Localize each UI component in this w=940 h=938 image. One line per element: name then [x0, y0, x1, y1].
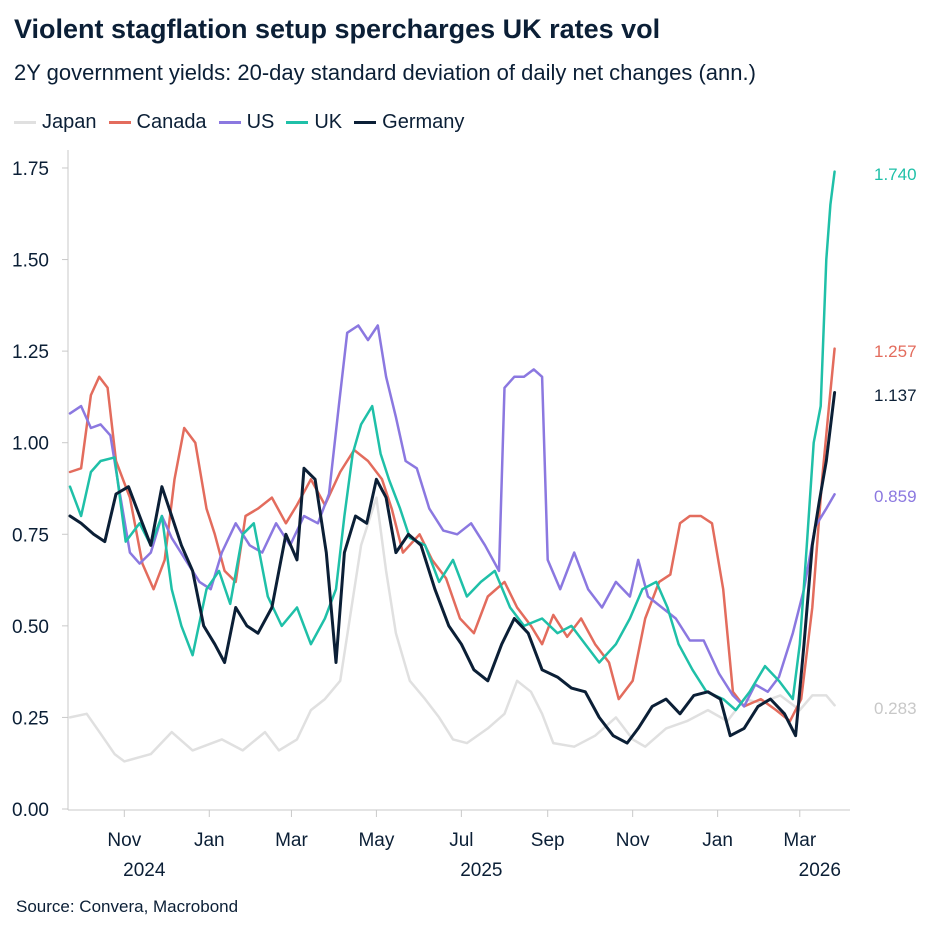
- source-note: Source: Convera, Macrobond: [16, 897, 239, 916]
- chart-title: Violent stagflation setup spercharges UK…: [14, 14, 661, 44]
- legend-swatch-us: [218, 121, 241, 124]
- legend-swatch-japan: [14, 121, 36, 124]
- legend-label-canada: Canada: [136, 111, 207, 133]
- legend-label-japan: Japan: [42, 111, 97, 133]
- y-tick-label-7: 1.75: [12, 159, 49, 180]
- x-tick-label-5: Sep: [531, 830, 565, 851]
- y-tick-label-3: 0.75: [12, 525, 49, 546]
- legend-item-germany: Germany: [354, 111, 464, 134]
- x-tick-label-8: Mar: [783, 830, 816, 851]
- end-label-germany: 1.137: [874, 386, 917, 405]
- series-line-japan: [68, 496, 836, 763]
- legend-label-uk: UK: [314, 111, 343, 133]
- legend-label-us: US: [246, 111, 275, 133]
- legend-item-japan: Japan: [14, 111, 97, 134]
- y-tick-label-6: 1.50: [12, 251, 49, 272]
- x-tick-label-7: Jan: [702, 830, 733, 851]
- legend-swatch-germany: [354, 121, 377, 124]
- x-tick-label-0: Nov: [107, 830, 141, 851]
- y-tick-label-5: 1.25: [12, 342, 49, 363]
- legend-swatch-canada: [108, 121, 131, 124]
- y-tick-label-2: 0.50: [12, 617, 49, 638]
- x-tick-label-6: Nov: [616, 830, 650, 851]
- end-label-japan: 0.283: [874, 699, 917, 718]
- series-line-uk: [68, 170, 836, 712]
- y-tick-label-4: 1.00: [12, 434, 49, 455]
- end-label-uk: 1.740: [874, 165, 917, 184]
- x-tick-label-1: Jan: [194, 830, 225, 851]
- chart-subtitle: 2Y government yields: 20-day standard de…: [14, 60, 756, 85]
- end-label-us: 0.859: [874, 487, 917, 506]
- series-line-germany: [68, 391, 837, 745]
- legend-label-germany: Germany: [382, 111, 465, 133]
- legend-item-canada: Canada: [108, 111, 207, 134]
- x-tick-label-4: Jul: [449, 830, 473, 851]
- x-year-label-2: 2026: [799, 860, 841, 881]
- x-year-label-0: 2024: [123, 860, 166, 881]
- series-line-canada: [68, 347, 836, 723]
- y-tick-label-0: 0.00: [12, 800, 49, 821]
- legend-swatch-uk: [286, 121, 309, 124]
- y-tick-label-1: 0.25: [12, 708, 49, 729]
- series-line-us: [68, 324, 836, 708]
- x-tick-label-3: May: [358, 830, 394, 851]
- legend: Japan Canada US UK Germany: [14, 111, 476, 134]
- legend-item-us: US: [218, 111, 275, 134]
- x-year-label-1: 2025: [460, 860, 502, 881]
- legend-item-uk: UK: [286, 111, 342, 134]
- x-tick-label-2: Mar: [275, 830, 308, 851]
- end-label-canada: 1.257: [874, 342, 917, 361]
